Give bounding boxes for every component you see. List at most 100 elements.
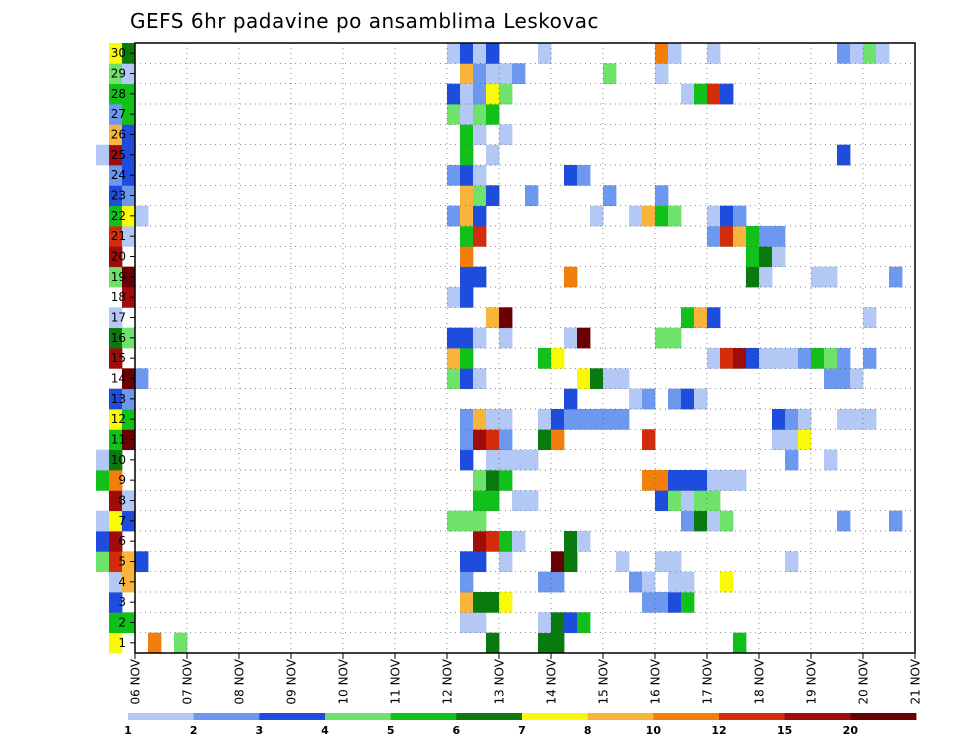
heatmap-cell	[486, 632, 500, 654]
heatmap-cell	[759, 348, 773, 369]
heatmap-cell	[109, 43, 123, 64]
heatmap-cell	[122, 205, 136, 227]
y-tick-label: 19	[111, 270, 126, 284]
heatmap-cell	[122, 612, 136, 634]
y-tick-label: 2	[118, 616, 126, 630]
heatmap-cell	[122, 571, 136, 593]
heatmap-cell	[109, 83, 123, 105]
legend-label: 6	[453, 724, 461, 737]
y-tick-label: 23	[111, 189, 126, 203]
heatmap-cell	[486, 144, 500, 166]
heatmap-cell	[486, 104, 500, 125]
heatmap-cell	[460, 368, 474, 390]
heatmap-cell	[629, 388, 643, 410]
heatmap-cell	[473, 266, 487, 288]
heatmap-cell	[785, 429, 799, 451]
heatmap-cell	[720, 226, 734, 247]
heatmap-cell	[135, 368, 149, 390]
heatmap-cell	[603, 368, 617, 390]
heatmap-cell	[759, 226, 773, 247]
heatmap-cell	[655, 551, 669, 573]
heatmap-cell	[96, 510, 110, 532]
heatmap-cell	[486, 43, 500, 64]
heatmap-cell	[447, 510, 461, 532]
heatmap-cell	[798, 409, 812, 430]
heatmap-cell	[473, 368, 487, 390]
heatmap-cell	[447, 165, 461, 186]
heatmap-cell	[564, 165, 578, 186]
legend-label: 3	[256, 724, 264, 737]
y-tick-label: 29	[111, 67, 126, 81]
heatmap-cell	[460, 226, 474, 247]
heatmap-cell	[798, 429, 812, 451]
heatmap-cell	[798, 348, 812, 369]
heatmap-cell	[486, 470, 500, 491]
y-tick-label: 22	[111, 209, 126, 223]
heatmap-cell	[720, 571, 734, 593]
heatmap-cell	[460, 205, 474, 227]
legend-label: 10	[646, 724, 662, 737]
heatmap-cell	[109, 551, 123, 573]
heatmap-cell	[499, 327, 513, 349]
y-axis: 1234567891011121314151617181920212223242…	[111, 46, 135, 650]
heatmap-cell	[668, 205, 682, 227]
heatmap-cell	[577, 612, 591, 634]
y-tick-label: 8	[118, 494, 126, 508]
heatmap-cell	[642, 205, 656, 227]
heatmap-cell	[681, 470, 695, 491]
heatmap-cell	[447, 287, 461, 308]
heatmap-cell	[148, 632, 162, 654]
heatmap-cell	[499, 470, 513, 491]
y-tick-label: 24	[111, 168, 126, 182]
heatmap-cell	[460, 165, 474, 186]
heatmap-cell	[837, 409, 851, 430]
heatmap-cell	[109, 388, 123, 410]
heatmap-cell	[512, 531, 526, 552]
heatmap-cell	[577, 327, 591, 349]
heatmap-cell	[707, 307, 721, 329]
heatmap-cell	[681, 510, 695, 532]
heatmap-cell	[447, 205, 461, 227]
heatmap-cell	[655, 327, 669, 349]
heatmap-cell	[109, 124, 123, 146]
heatmap-cell	[512, 490, 526, 512]
heatmap-cell	[499, 429, 513, 451]
x-tick-label: 14 NOV	[545, 658, 559, 704]
heatmap-cell	[668, 43, 682, 64]
heatmap-cell	[109, 490, 123, 512]
heatmap-cell	[96, 470, 110, 491]
heatmap-cell	[889, 266, 903, 288]
heatmap-cell	[733, 348, 747, 369]
heatmap-cell	[122, 490, 136, 512]
heatmap-cell	[564, 327, 578, 349]
heatmap-cell	[460, 571, 474, 593]
heatmap-cell	[551, 632, 565, 654]
heatmap-cell	[863, 348, 877, 369]
heatmap-cell	[642, 388, 656, 410]
heatmap-cell	[122, 185, 136, 207]
heatmap-cell	[590, 409, 604, 430]
heatmap-cell	[720, 348, 734, 369]
heatmap-cell	[538, 612, 552, 634]
legend-label: 20	[843, 724, 859, 737]
heatmap-cell	[473, 43, 487, 64]
x-tick-label: 15 NOV	[597, 658, 611, 704]
heatmap-cell	[733, 470, 747, 491]
heatmap-cell	[486, 592, 500, 613]
heatmap-cell	[473, 226, 487, 247]
heatmap-cell	[772, 348, 786, 369]
legend-label: 4	[321, 724, 329, 737]
heatmap-cell	[616, 368, 630, 390]
heatmap-cell	[564, 388, 578, 410]
heatmap-cell	[473, 592, 487, 613]
heatmap-cell	[642, 592, 656, 613]
heatmap-cell	[707, 43, 721, 64]
heatmap-cell	[486, 490, 500, 512]
heatmap-cell	[785, 449, 799, 471]
grid-lines	[135, 43, 915, 653]
heatmap-cell	[564, 612, 578, 634]
heatmap-cell	[551, 348, 565, 369]
heatmap-cell	[109, 307, 123, 329]
heatmap-cell	[733, 632, 747, 654]
heatmap-cell	[122, 124, 136, 146]
